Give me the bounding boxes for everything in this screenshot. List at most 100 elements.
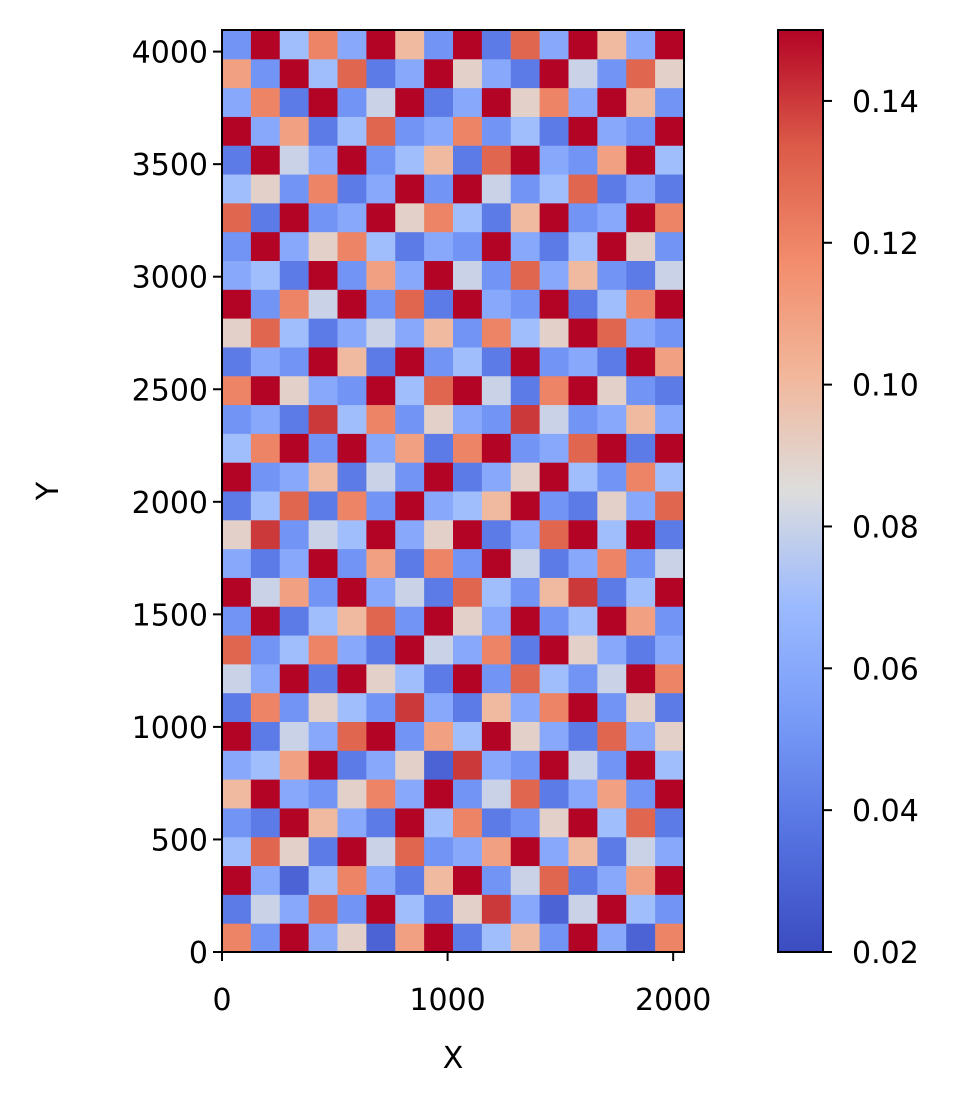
heatmap-cell — [453, 404, 483, 434]
heatmap-cell — [568, 635, 598, 665]
y-tick-label: 3500 — [132, 148, 208, 183]
heatmap-cell — [539, 836, 569, 867]
heatmap-cell — [337, 721, 367, 751]
heatmap-cell — [481, 404, 512, 434]
heatmap-cell — [481, 807, 512, 838]
heatmap-cell — [568, 202, 598, 233]
heatmap-cell — [279, 30, 310, 60]
heatmap-cell — [337, 404, 367, 434]
heatmap-cell — [597, 346, 627, 377]
y-tick-label: 1500 — [132, 598, 208, 633]
heatmap-cell — [481, 174, 512, 204]
heatmap-cell — [655, 865, 685, 895]
heatmap-cell — [568, 30, 598, 60]
heatmap-cell — [308, 692, 338, 722]
heatmap-cell — [395, 721, 425, 751]
heatmap-cell — [626, 606, 656, 636]
heatmap-cell — [250, 174, 281, 204]
heatmap-cell — [395, 923, 425, 953]
heatmap-cell — [655, 30, 685, 60]
heatmap-cell — [424, 58, 454, 89]
heatmap-cell — [626, 116, 656, 146]
heatmap-cell — [222, 836, 252, 867]
heatmap-cell — [597, 404, 627, 434]
heatmap-cell — [453, 462, 483, 492]
heatmap-cell — [222, 491, 252, 521]
heatmap-cell — [366, 289, 396, 319]
heatmap-cell — [510, 58, 541, 89]
heatmap-cell — [279, 346, 310, 377]
heatmap-cell — [222, 289, 252, 319]
heatmap-cell — [308, 923, 338, 953]
heatmap-cell — [510, 807, 541, 838]
heatmap-cell — [279, 462, 310, 492]
heatmap-cell — [568, 836, 598, 867]
heatmap-cell — [337, 635, 367, 665]
heatmap-cell — [568, 289, 598, 319]
heatmap-cell — [539, 807, 569, 838]
heatmap-cell — [424, 260, 454, 290]
heatmap-cell — [337, 58, 367, 89]
heatmap-cell — [250, 462, 281, 492]
heatmap-cell — [453, 289, 483, 319]
heatmap-cell — [424, 433, 454, 463]
heatmap-cell — [510, 231, 541, 261]
heatmap-cell — [510, 894, 541, 924]
heatmap-cell — [279, 836, 310, 867]
heatmap-cell — [279, 606, 310, 636]
heatmap-cell — [453, 807, 483, 838]
heatmap-cell — [337, 548, 367, 578]
heatmap-cell — [337, 202, 367, 233]
heatmap-cell — [424, 663, 454, 694]
heatmap-cell — [366, 318, 396, 348]
heatmap-cell — [655, 750, 685, 780]
y-axis-label: Y — [31, 481, 66, 501]
heatmap-cell — [481, 750, 512, 780]
heatmap-cell — [250, 231, 281, 261]
heatmap-cell — [568, 433, 598, 463]
heatmap-cell — [655, 346, 685, 377]
heatmap-cell — [308, 433, 338, 463]
heatmap-cell — [250, 433, 281, 463]
heatmap-cell — [597, 548, 627, 578]
heatmap-cell — [481, 231, 512, 261]
heatmap-cell — [655, 721, 685, 751]
heatmap-cell — [453, 202, 483, 233]
heatmap-cell — [308, 87, 338, 117]
heatmap-cell — [395, 519, 425, 550]
heatmap-cell — [222, 260, 252, 290]
heatmap-cell — [481, 491, 512, 521]
heatmap-cell — [424, 30, 454, 60]
heatmap-cell — [510, 318, 541, 348]
heatmap-cell — [395, 548, 425, 578]
heatmap-cell — [568, 923, 598, 953]
heatmap-cell — [366, 836, 396, 867]
heatmap-cell — [481, 145, 512, 175]
heatmap-cell — [222, 807, 252, 838]
heatmap-cell — [481, 375, 512, 406]
heatmap-cell — [222, 663, 252, 694]
heatmap-cell — [481, 289, 512, 319]
heatmap-cell — [510, 519, 541, 550]
heatmap-cell — [366, 519, 396, 550]
heatmap-cell — [626, 923, 656, 953]
heatmap-cell — [279, 375, 310, 406]
heatmap-cell — [568, 145, 598, 175]
heatmap-cell — [424, 202, 454, 233]
heatmap-cell — [539, 116, 569, 146]
colorbar-tick-label: 0.14 — [852, 85, 919, 120]
heatmap-cell — [250, 30, 281, 60]
heatmap-cell — [279, 260, 310, 290]
heatmap-cell — [453, 116, 483, 146]
heatmap-cell — [626, 635, 656, 665]
heatmap-cell — [481, 779, 512, 809]
heatmap-cell — [250, 865, 281, 895]
heatmap-cell — [308, 174, 338, 204]
heatmap-cell — [655, 577, 685, 607]
heatmap-cell — [308, 202, 338, 233]
heatmap-cell — [366, 548, 396, 578]
heatmap-cell — [279, 923, 310, 953]
heatmap-cell — [510, 721, 541, 751]
heatmap-cell — [395, 174, 425, 204]
heatmap-cell — [308, 346, 338, 377]
